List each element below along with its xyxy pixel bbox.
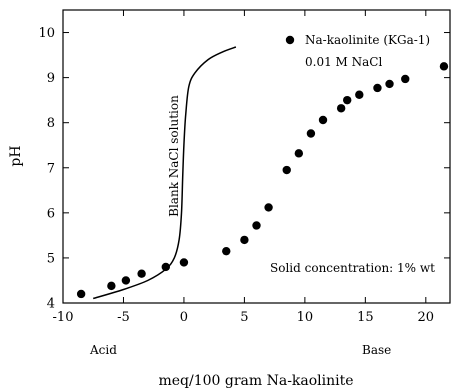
legend-marker: [285, 35, 295, 45]
y-tick-label: 6: [47, 206, 55, 221]
data-point: [343, 95, 352, 105]
y-tick-label: 8: [47, 116, 55, 131]
data-point: [222, 246, 231, 256]
data-point: [373, 83, 382, 93]
x-tick-label: -5: [117, 310, 130, 325]
y-axis-title: pH: [8, 145, 24, 166]
data-point: [282, 165, 291, 175]
solid-concentration-note: Solid concentration: 1% wt: [270, 261, 435, 275]
data-point: [294, 149, 304, 158]
data-point: [121, 276, 131, 285]
x-tick-label: 0: [180, 310, 188, 325]
axis-tick-labels: -10 -5 0 5 10 15 20 4 5 6 7 8 9 10: [38, 26, 434, 325]
scatter-points: [76, 62, 449, 299]
data-point: [401, 74, 410, 84]
data-point: [179, 258, 189, 267]
data-point: [439, 62, 449, 71]
y-tick-label: 5: [47, 251, 55, 266]
x-tick-label: 10: [297, 310, 314, 325]
data-point: [107, 281, 116, 291]
y-tick-label: 4: [47, 297, 55, 312]
y-tick-label: 9: [47, 71, 55, 86]
x-tick-label: 15: [357, 310, 374, 325]
blank-curve-label: Blank NaCl solution: [167, 95, 181, 217]
x-tick-label: -10: [53, 310, 74, 325]
x-tick-label: 5: [240, 310, 248, 325]
data-point: [264, 203, 273, 212]
data-point: [336, 104, 346, 113]
data-point: [306, 129, 316, 138]
data-point: [252, 221, 261, 230]
data-point: [385, 79, 394, 89]
data-point: [137, 269, 146, 278]
base-label: Base: [362, 343, 391, 357]
y-tick-label: 7: [47, 161, 55, 176]
data-point: [318, 115, 328, 125]
legend-label: Na-kaolinite (KGa-1): [305, 33, 430, 47]
acid-label: Acid: [89, 343, 117, 357]
data-point: [240, 235, 249, 245]
x-axis-title: meq/100 gram Na-kaolinite: [158, 373, 353, 389]
data-point: [161, 262, 170, 272]
x-tick-label: 20: [418, 310, 435, 325]
plot-frame: [62, 9, 451, 304]
y-tick-label: 10: [38, 26, 55, 41]
data-point: [355, 90, 364, 99]
blank-nacl-curve: [92, 46, 237, 300]
data-point: [76, 289, 86, 299]
axis-ticks: [62, 10, 450, 304]
legend-sublabel: 0.01 M NaCl: [305, 55, 382, 69]
